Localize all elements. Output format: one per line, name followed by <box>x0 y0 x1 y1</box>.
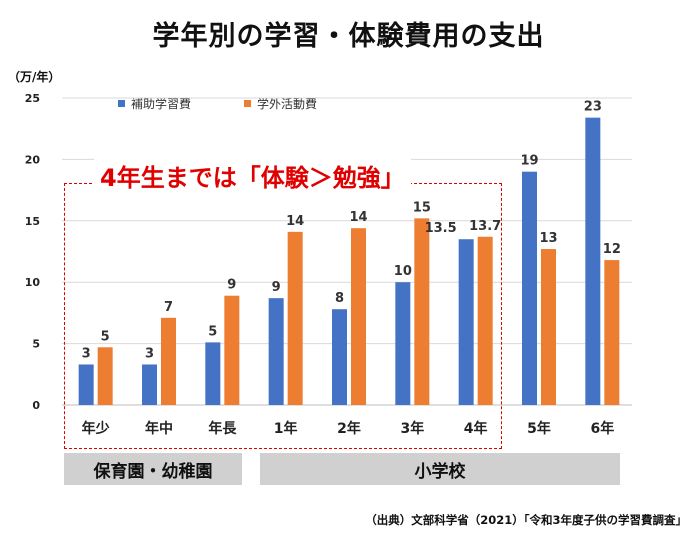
data-label: 8 <box>335 291 344 306</box>
bar-study <box>142 364 157 405</box>
y-axis-unit-label: （万/年） <box>8 70 61 84</box>
data-label: 10 <box>394 264 412 279</box>
group-label-elementary: 小学校 <box>260 453 620 485</box>
x-tick-label: 3年 <box>400 420 424 437</box>
x-tick-label: 5年 <box>527 420 551 437</box>
callout-dashed-box <box>64 183 502 449</box>
bar-study <box>268 298 284 405</box>
bar-activity <box>224 295 240 405</box>
data-label: 3 <box>82 346 91 361</box>
data-label: 9 <box>227 278 236 293</box>
chart-title: 学年別の学習・体験費用の支出 <box>152 21 545 52</box>
x-tick-label: 年中 <box>145 420 173 437</box>
bar-study <box>332 309 347 405</box>
x-tick-label: 1年 <box>274 420 298 437</box>
bar-activity <box>161 317 176 405</box>
legend-item-activity: 学外活動費 <box>244 95 317 112</box>
bar-activity <box>541 249 556 405</box>
legend-label-study: 補助学習費 <box>131 97 192 111</box>
y-tick-label: 5 <box>32 338 40 351</box>
callout-text: 4年生までは「体験＞勉強」 <box>94 158 411 193</box>
data-label: 13 <box>539 231 557 246</box>
bar-activity <box>604 260 620 405</box>
bar-activity <box>287 231 303 405</box>
data-label: 15 <box>413 200 431 215</box>
y-tick-label: 25 <box>25 92 40 105</box>
x-tick-label: 2年 <box>337 420 361 437</box>
group-label-preschool: 保育園・幼稚園 <box>64 453 242 485</box>
y-tick-label: 15 <box>25 215 40 228</box>
data-label: 14 <box>349 210 367 225</box>
bar-study <box>458 239 474 405</box>
data-label: 14 <box>286 214 304 229</box>
data-label: 13.5 <box>425 221 457 236</box>
data-label: 7 <box>164 300 173 315</box>
legend-item-study: 補助学習費 <box>118 95 191 112</box>
x-tick-label: 4年 <box>464 420 488 437</box>
bar-study <box>585 117 601 405</box>
data-label: 12 <box>603 242 621 257</box>
bar-study <box>522 171 537 405</box>
y-tick-label: 20 <box>25 153 41 166</box>
bar-activity <box>351 228 366 405</box>
bar-study <box>78 364 94 405</box>
bar-activity <box>477 236 493 405</box>
data-label: 23 <box>584 100 602 115</box>
x-tick-label: 6年 <box>590 420 614 437</box>
bar-activity <box>97 347 113 405</box>
legend-label-activity: 学外活動費 <box>257 97 318 111</box>
data-label: 9 <box>272 280 281 295</box>
y-tick-label: 10 <box>25 276 41 289</box>
legend-swatch-activity <box>244 100 251 107</box>
bar-study <box>395 282 411 405</box>
legend-swatch-study <box>118 100 125 107</box>
y-tick-label: 0 <box>32 399 40 412</box>
data-label: 13.7 <box>469 219 501 234</box>
data-label: 5 <box>208 324 217 339</box>
x-tick-label: 年長 <box>208 420 237 437</box>
data-label: 19 <box>520 154 538 169</box>
bar-activity <box>414 218 430 405</box>
data-label: 5 <box>101 329 110 344</box>
source-note: （出典）文部科学省（2021）「令和3年度子供の学習費調査」 <box>365 513 687 527</box>
x-tick-label: 年少 <box>82 420 110 437</box>
data-label: 3 <box>145 346 154 361</box>
bar-study <box>205 342 221 405</box>
